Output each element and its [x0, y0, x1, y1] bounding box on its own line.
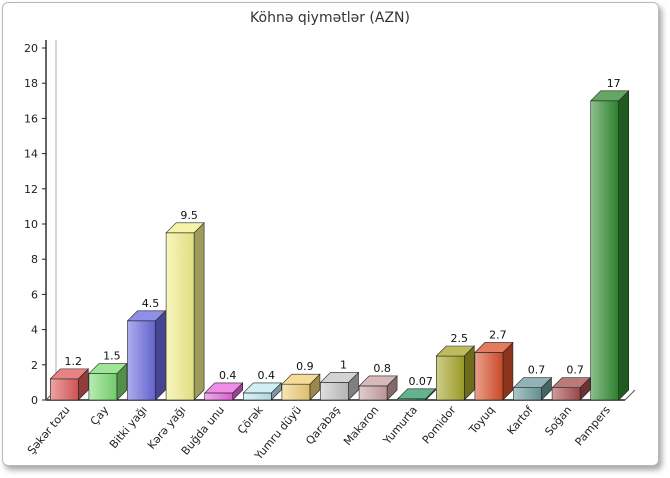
data-label: 1.2	[65, 355, 83, 368]
bar	[512, 376, 553, 401]
y-tick-label: 6	[31, 288, 38, 301]
data-label: 0.8	[373, 362, 391, 375]
bar	[126, 310, 167, 401]
y-tick-label: 10	[24, 218, 38, 231]
category-label: Toyuq	[466, 404, 497, 438]
bar-front-face	[127, 320, 156, 401]
bar	[551, 376, 591, 401]
category-label: Soğan	[542, 404, 574, 439]
category-label: Bitki yağı	[107, 404, 150, 452]
category-label: Şəkər tozu	[25, 404, 73, 457]
category-label: Makaron	[341, 404, 381, 448]
category-label: Kartof	[504, 403, 536, 438]
bar-top-face	[396, 388, 437, 400]
bar-top-face	[551, 377, 591, 388]
bar-front-face	[474, 352, 504, 401]
data-label: 0.07	[408, 375, 433, 388]
bar-front-face	[590, 100, 620, 401]
data-label: 0.9	[296, 360, 314, 373]
data-label: 0.4	[219, 369, 237, 382]
bar-side-face	[193, 222, 205, 401]
y-tick-label: 8	[31, 253, 38, 266]
data-label: 1	[340, 358, 347, 371]
y-tick-label: 18	[24, 77, 38, 90]
y-tick-label: 16	[24, 112, 38, 125]
bar-front-face	[551, 387, 581, 401]
bar-front-face	[320, 382, 349, 401]
bar-top-face	[203, 382, 244, 394]
y-tick-label: 2	[31, 359, 38, 372]
data-label: 2.5	[451, 332, 469, 345]
bar-top-face	[589, 90, 630, 102]
bar-top-face	[88, 363, 128, 374]
bar-top-face	[165, 222, 205, 234]
category-label: Pampers	[572, 403, 613, 448]
data-label: 9.5	[180, 209, 198, 222]
bar	[242, 382, 283, 401]
bar-front-face	[204, 392, 233, 401]
bar-top-face	[49, 368, 90, 380]
bar-front-face	[435, 355, 465, 401]
bar	[474, 341, 514, 401]
bar-front-face	[243, 392, 272, 401]
bar	[49, 368, 90, 401]
bar-front-face	[165, 232, 195, 401]
bar-front-face	[358, 385, 388, 401]
bar-top-face	[281, 373, 321, 385]
bar-front-face	[88, 373, 118, 401]
chart-title: Köhnə qiymətlər (AZN)	[250, 10, 410, 26]
bar	[165, 222, 205, 401]
bar-side-face	[155, 310, 166, 401]
floor-edge-right	[624, 389, 636, 401]
bar	[319, 371, 360, 401]
bar	[358, 375, 398, 401]
category-label: Yumurta	[380, 404, 420, 448]
data-label: 0.4	[258, 369, 276, 382]
data-label: 2.7	[489, 328, 507, 341]
category-label: Pomidor	[420, 403, 459, 446]
chart-bars	[49, 90, 630, 401]
category-label: Çörək	[235, 403, 266, 436]
bar	[88, 362, 128, 401]
y-tick-label: 0	[31, 394, 38, 407]
bar-top-face	[358, 375, 398, 387]
y-tick-label: 20	[24, 42, 38, 55]
bar-top-face	[242, 382, 283, 394]
y-tick-label: 12	[24, 183, 38, 196]
y-tick-label: 14	[24, 148, 38, 161]
bar	[435, 345, 476, 401]
bar	[203, 382, 244, 401]
bar-top-face	[435, 345, 476, 357]
data-label: 4.5	[142, 297, 160, 310]
data-label: 0.7	[566, 364, 584, 377]
bar-top-face	[319, 372, 360, 383]
category-label: Qarabaş	[303, 403, 343, 447]
category-label: Çay	[88, 403, 112, 428]
bar-top-face	[512, 377, 553, 388]
y-tick-label: 4	[31, 324, 38, 337]
bar-top-face	[474, 342, 514, 353]
bar	[396, 388, 437, 401]
bar-front-face	[513, 387, 542, 401]
data-label: 17	[607, 77, 621, 90]
bar	[281, 373, 321, 401]
bar-side-face	[618, 90, 630, 401]
bar-front-face	[281, 383, 311, 401]
data-label: 1.5	[103, 350, 121, 363]
bar-front-face	[49, 378, 79, 401]
bar-top-face	[126, 310, 167, 322]
data-label: 0.7	[528, 364, 546, 377]
bar	[589, 90, 630, 401]
